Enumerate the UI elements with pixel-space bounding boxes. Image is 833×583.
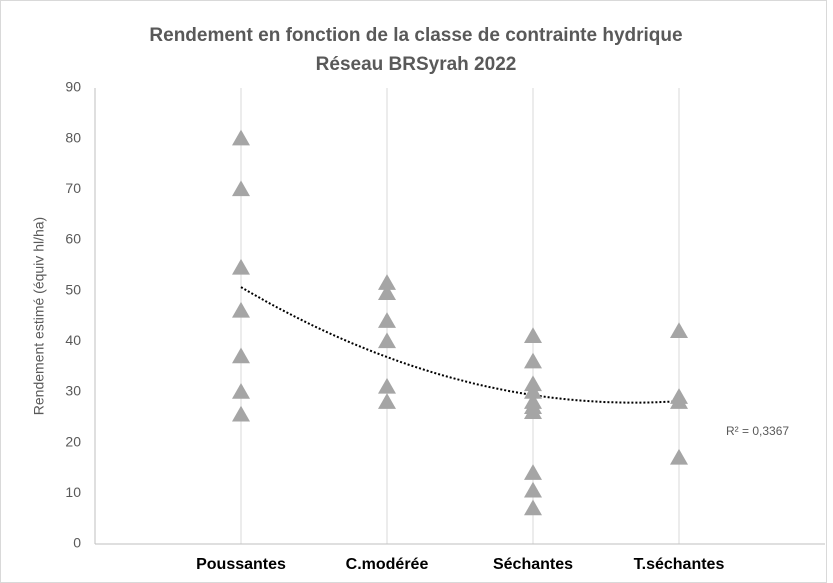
y-tick-label: 60 [65, 231, 81, 247]
y-tick-label: 50 [65, 281, 81, 297]
y-axis-label: Rendement estimé (équiv hl/ha) [31, 217, 47, 415]
point [232, 129, 250, 146]
point [232, 301, 250, 318]
y-tick-label: 0 [73, 535, 81, 551]
point [524, 327, 542, 344]
chart-title: Rendement en fonction de la classe de co… [149, 25, 682, 46]
point [378, 312, 396, 328]
point [524, 383, 542, 399]
chart-subtitle: Réseau BRSyrah 2022 [316, 54, 517, 75]
point [232, 258, 250, 275]
point [378, 332, 396, 349]
point [524, 352, 542, 369]
y-tick-label: 70 [65, 180, 81, 196]
point [670, 448, 688, 465]
point [378, 377, 396, 394]
point [524, 403, 542, 420]
point [524, 499, 542, 516]
point [378, 274, 396, 290]
point [232, 405, 250, 422]
point [232, 347, 250, 364]
y-tick-label: 40 [65, 332, 81, 348]
x-tick-label: Poussantes [196, 556, 286, 573]
point [378, 284, 396, 300]
point [524, 481, 542, 498]
y-tick-label: 10 [65, 484, 81, 500]
x-tick-label: Séchantes [493, 556, 573, 573]
point [232, 180, 250, 197]
point [670, 322, 688, 338]
y-tick-label: 20 [65, 433, 81, 449]
x-tick-label: C.modérée [346, 556, 429, 573]
point [670, 393, 688, 409]
y-tick-label: 80 [65, 129, 81, 145]
point [232, 383, 250, 399]
y-tick-label: 90 [65, 79, 81, 95]
y-tick-label: 30 [65, 383, 81, 399]
point [524, 464, 542, 480]
trendline-label: R² = 0,3367 [726, 424, 789, 438]
point [378, 393, 396, 409]
x-tick-label: T.séchantes [634, 556, 725, 573]
